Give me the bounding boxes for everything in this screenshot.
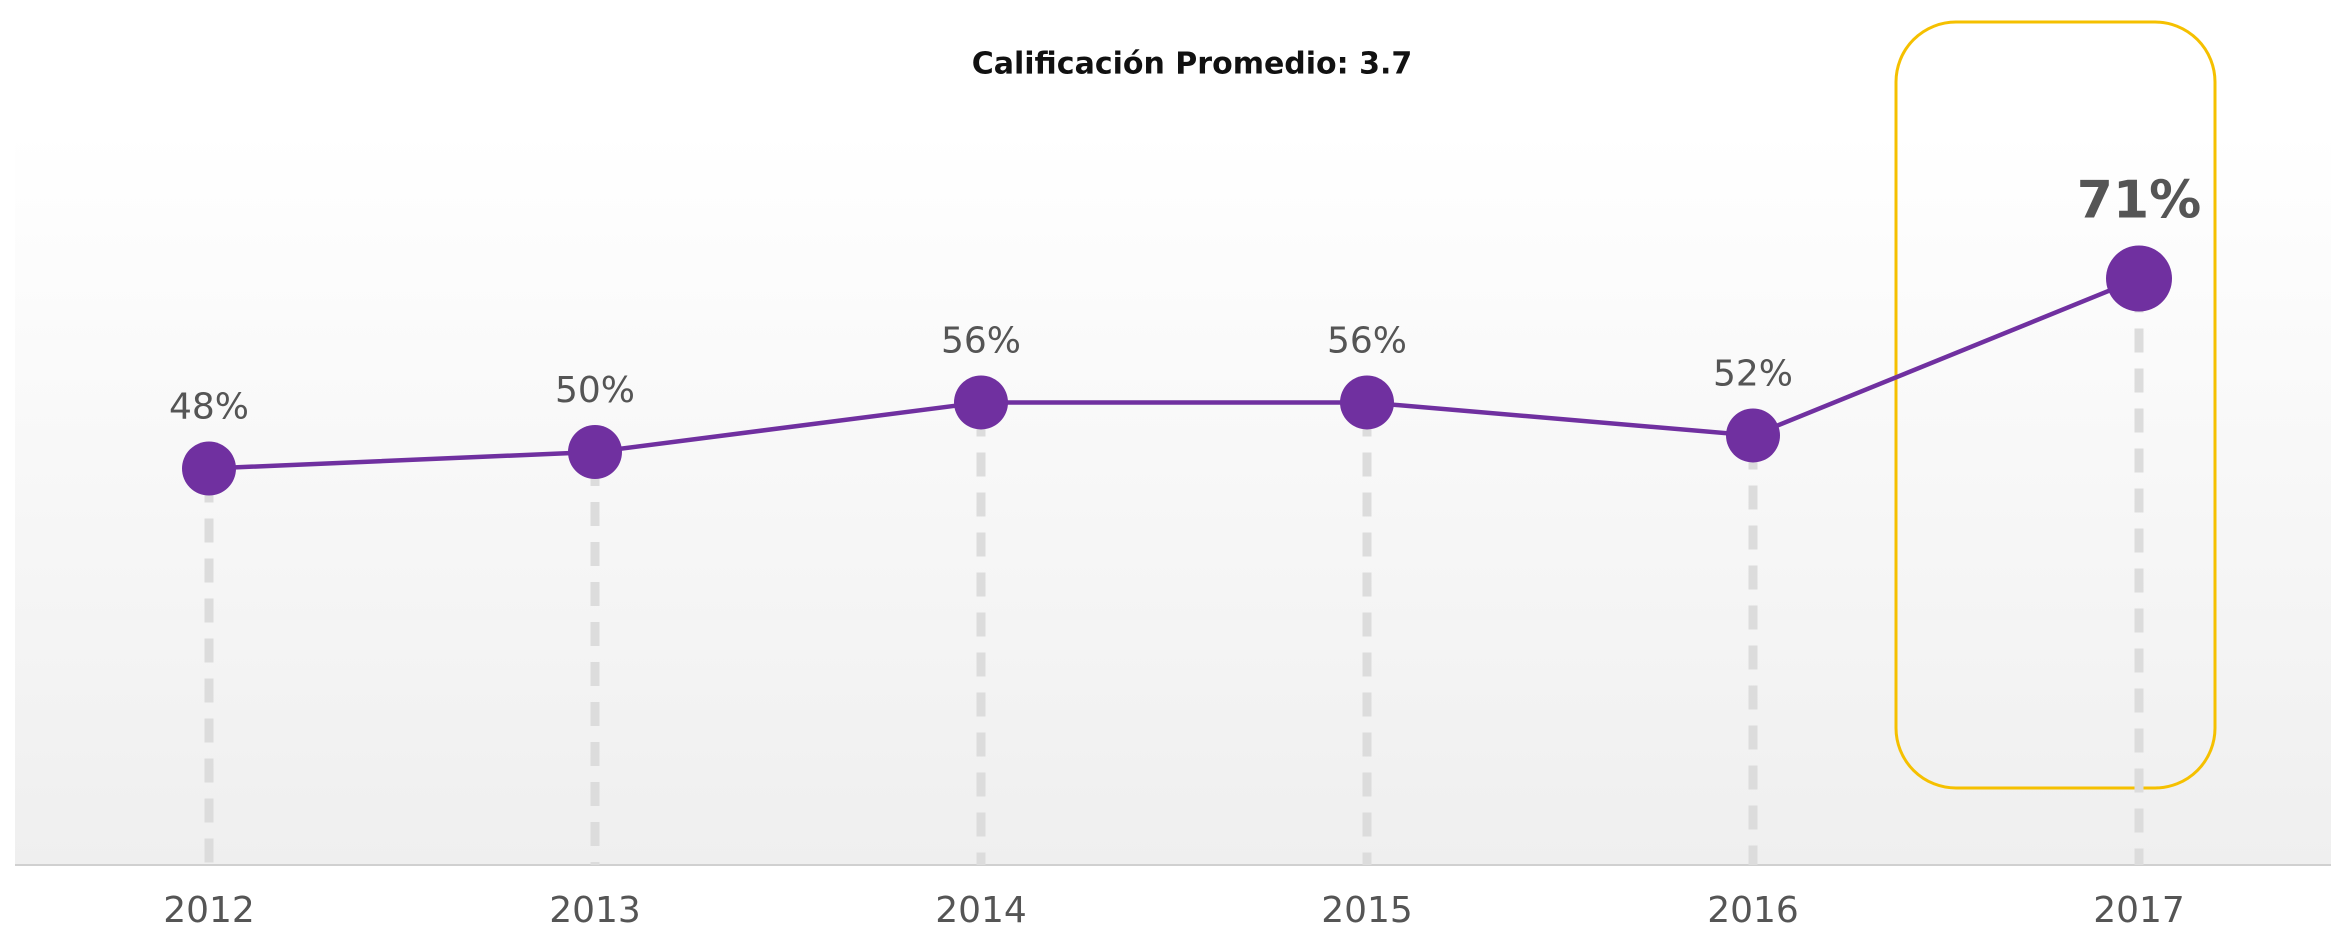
point (568, 425, 622, 479)
point (1340, 375, 1394, 430)
plot-background (15, 130, 2331, 865)
value-label: 71% (2077, 171, 2201, 231)
point (182, 441, 236, 496)
x-tick-label: 2016 (1707, 890, 1799, 931)
x-tick-label: 2013 (549, 890, 641, 931)
value-label: 48% (169, 387, 249, 428)
x-tick-label: 2012 (163, 890, 255, 931)
point (1726, 408, 1780, 463)
value-label: 50% (555, 370, 635, 411)
line (208, 276, 2140, 471)
value-label: 56% (1327, 320, 1407, 361)
x-tick-label: 2015 (1321, 890, 1413, 931)
point (954, 375, 1008, 430)
point (2106, 245, 2172, 312)
x-tick-label: 2014 (935, 890, 1027, 931)
value-label: 52% (1713, 353, 1793, 394)
highlight-box (1894, 20, 2217, 790)
value-label: 56% (941, 320, 1021, 361)
x-tick-label: 2017 (2093, 890, 2185, 931)
chart-title: Calificación Promedio: 3.7 (972, 47, 1413, 82)
